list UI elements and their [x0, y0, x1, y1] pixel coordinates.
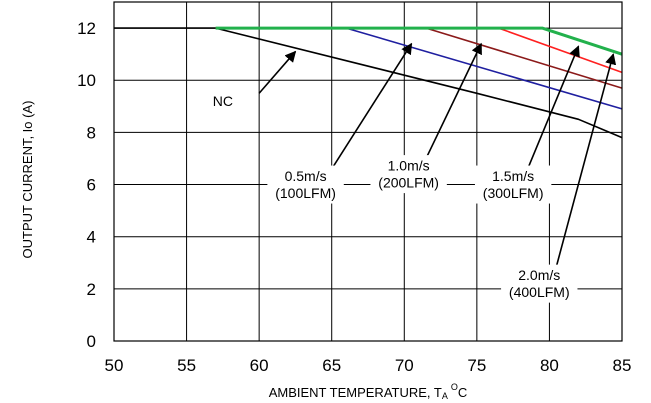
series-group [114, 26, 623, 139]
series-line-1 [114, 27, 623, 139]
y-axis-title: OUTPUT CURRENT, Io (A) [20, 101, 35, 259]
series-line-2 [215, 27, 623, 110]
annotation-arrow-3 [425, 42, 482, 159]
x-axis-title-unit: C [458, 385, 467, 400]
y-tick-label: 8 [87, 123, 96, 142]
annotations-group: NC 0.5m/s (100LFM) 1.0m/s (200LFM) 1.5m/s (300… [209, 42, 617, 303]
x-tick-label: 70 [395, 356, 414, 375]
annotation-label-line: 1.5m/s [492, 168, 534, 184]
x-tick-label: 65 [322, 356, 341, 375]
annotation-label-line: (400LFM) [509, 284, 570, 300]
annotation-label-line: (100LFM) [275, 185, 336, 201]
annotation-arrow-2 [331, 42, 413, 170]
annotation-label-bg [501, 264, 578, 303]
x-axis-title-main: AMBIENT TEMPERATURE, T [269, 385, 442, 400]
x-axis-title-superscript: O [451, 382, 458, 392]
annotation-label-bg [474, 165, 552, 204]
annotation-label-line: 0.5m/s [285, 168, 327, 184]
annotation-label-line: NC [213, 93, 233, 109]
annotation-label-bg [267, 165, 344, 204]
tick-labels: 50 55 60 65 70 75 80 85 0 2 4 6 8 10 12 [77, 19, 631, 375]
series-line-5 [215, 26, 623, 56]
annotation-label-1: NC [213, 93, 233, 109]
plot-frame [113, 1, 623, 342]
annotation-arrow-1 [258, 50, 297, 94]
x-tick-label: 50 [105, 356, 124, 375]
y-tick-label: 6 [87, 176, 96, 195]
annotation-arrow-4 [526, 45, 580, 170]
x-tick-label: 85 [613, 356, 632, 375]
y-tick-label: 10 [77, 71, 96, 90]
annotation-label-4: 1.5m/s (300LFM) [483, 168, 544, 201]
y-tick-label: 12 [77, 19, 96, 38]
x-tick-label: 75 [467, 356, 486, 375]
annotation-label-line: 2.0m/s [518, 267, 560, 283]
x-axis-title-subscript: A [442, 391, 448, 401]
annotation-label-bg [370, 155, 447, 194]
y-tick-label: 2 [87, 280, 96, 299]
annotation-label-line: 1.0m/s [388, 158, 430, 174]
y-tick-label: 4 [87, 228, 96, 247]
annotation-label-line: (300LFM) [483, 185, 544, 201]
x-tick-label: 80 [540, 356, 559, 375]
annotation-label-bg [209, 90, 237, 112]
x-tick-label: 60 [250, 356, 269, 375]
annotation-label-line: (200LFM) [378, 175, 439, 191]
annotation-label-3: 1.0m/s (200LFM) [378, 158, 439, 191]
x-tick-label: 55 [177, 356, 196, 375]
annotation-arrow-5 [555, 53, 617, 266]
y-tick-label: 0 [87, 332, 96, 351]
annotation-label-2: 0.5m/s (100LFM) [275, 168, 336, 201]
x-axis-title: AMBIENT TEMPERATURE, TAOC [269, 382, 468, 401]
annotation-label-5: 2.0m/s (400LFM) [509, 267, 570, 300]
